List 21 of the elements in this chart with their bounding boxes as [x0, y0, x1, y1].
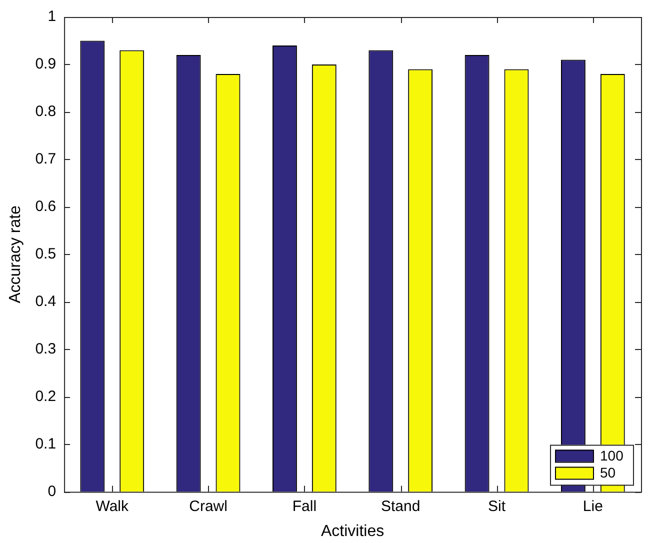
y-tick-label: 0.4	[35, 293, 56, 310]
legend-label: 100	[600, 448, 624, 464]
y-tick-label: 0.8	[35, 103, 56, 120]
y-tick-label: 0.5	[35, 246, 56, 263]
y-tick-label: 1	[48, 8, 56, 26]
y-tick-label: 0.3	[35, 340, 56, 358]
y-tick-label: 0.7	[35, 150, 56, 168]
x-tick-label: Lie	[582, 498, 603, 515]
x-tick-label: Sit	[488, 498, 506, 515]
y-tick-label: 0.9	[35, 56, 56, 73]
x-tick-label: Fall	[292, 498, 317, 515]
y-tick-label: 0.2	[35, 388, 56, 405]
y-tick-label: 0	[48, 482, 56, 500]
legend-label: 50	[600, 464, 616, 481]
y-tick-label: 0.6	[35, 198, 56, 216]
y-tick-label: 0.1	[35, 435, 56, 452]
x-tick-label: Walk	[96, 498, 130, 515]
x-tick-label: Crawl	[189, 498, 228, 515]
y-axis-title: Accuracy rate	[7, 205, 24, 304]
x-axis-title: Activities	[320, 522, 384, 540]
x-tick-label: Stand	[381, 498, 420, 515]
